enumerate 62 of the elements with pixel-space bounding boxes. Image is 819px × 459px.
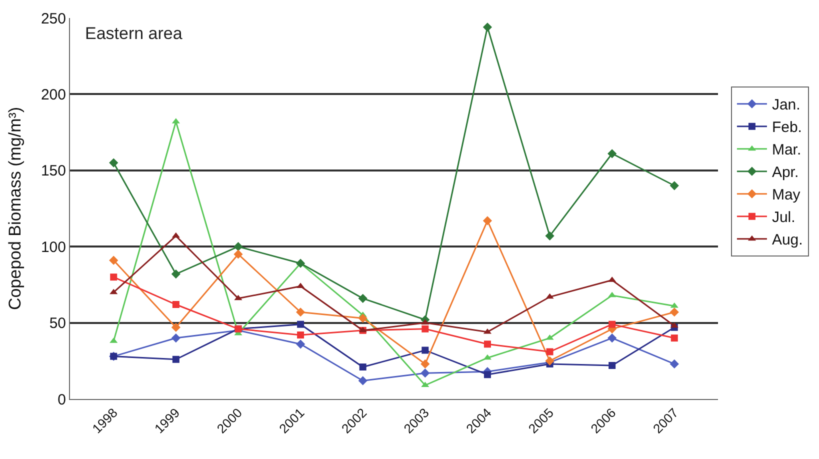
point <box>546 293 554 299</box>
point <box>297 331 304 338</box>
point <box>358 314 368 323</box>
legend-label: Jan. <box>772 96 800 114</box>
point <box>482 22 492 32</box>
legend-label: May <box>772 186 801 204</box>
point <box>484 371 491 378</box>
point <box>420 368 430 378</box>
point <box>234 294 242 300</box>
y-tick-label: 200 <box>40 86 66 104</box>
point <box>421 319 430 325</box>
point <box>422 325 429 332</box>
point <box>420 359 430 368</box>
y-tick-label: 250 <box>40 10 66 28</box>
legend-label: Aug. <box>772 232 803 249</box>
point <box>297 320 304 328</box>
point <box>110 288 118 294</box>
point <box>670 308 679 317</box>
point <box>234 250 243 259</box>
point <box>234 242 243 252</box>
point <box>482 216 492 226</box>
point <box>296 258 306 268</box>
legend-label: Feb. <box>772 119 802 136</box>
annotation: Eastern area <box>85 24 183 43</box>
point <box>484 340 491 348</box>
point <box>358 376 368 386</box>
point <box>608 292 616 298</box>
point <box>109 158 118 168</box>
y-tick-label: 100 <box>40 238 66 256</box>
point <box>110 274 118 281</box>
point <box>109 256 118 265</box>
point <box>172 301 180 308</box>
y-tick-label: 50 <box>49 315 66 332</box>
point <box>296 340 306 349</box>
point <box>171 322 180 332</box>
point <box>608 320 616 328</box>
point <box>670 181 679 190</box>
point <box>172 356 180 363</box>
y-tick-label: 150 <box>40 162 66 180</box>
legend-label: Jul. <box>772 209 796 226</box>
point <box>421 382 430 388</box>
point <box>670 334 678 342</box>
point <box>608 149 617 158</box>
legend-label: Mar. <box>772 142 802 159</box>
legend-label: Apr. <box>772 164 799 182</box>
point <box>483 354 492 360</box>
point <box>670 359 679 368</box>
point <box>545 231 554 240</box>
point <box>171 269 180 279</box>
point <box>608 333 617 343</box>
point <box>422 346 429 354</box>
point <box>608 362 616 369</box>
y-axis-title: Copepod Biomass (mg/m³) <box>6 106 25 310</box>
y-tick-label: 0 <box>58 391 66 408</box>
point <box>172 232 180 238</box>
point <box>670 322 678 328</box>
point <box>546 348 554 356</box>
point <box>296 308 306 317</box>
point <box>358 294 368 303</box>
point <box>359 364 366 370</box>
point <box>483 328 492 334</box>
point <box>171 333 180 343</box>
